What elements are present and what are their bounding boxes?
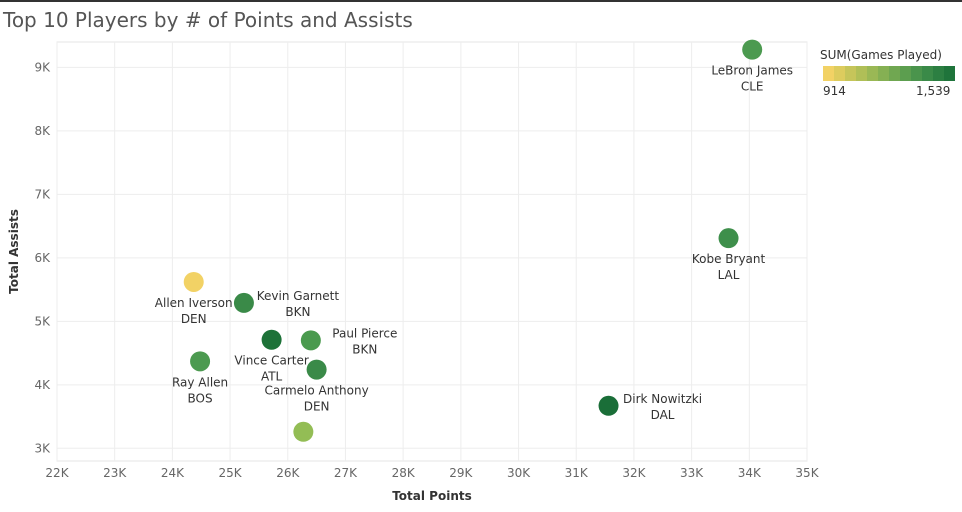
point-labels: LeBron James CLE Kobe Bryant LAL Dirk Nowitz… — [155, 64, 793, 422]
legend-swatch — [823, 66, 834, 81]
x-tick-label: 32K — [622, 466, 646, 480]
point-label-name: Vince Carter — [234, 354, 308, 368]
point-label-name: Kobe Bryant — [692, 252, 766, 266]
chart-title: Top 10 Players by # of Points and Assist… — [3, 8, 413, 32]
x-tick-label: 25K — [219, 466, 243, 480]
point-label-name: Kevin Garnett — [257, 289, 340, 303]
point-label-name: LeBron James — [711, 64, 793, 78]
point-label-name: Allen Iverson — [155, 296, 233, 310]
point-label-team: DAL — [651, 408, 675, 422]
point-label-team: BOS — [188, 391, 213, 405]
y-tick-label: 4K — [34, 378, 51, 392]
data-point[interactable] — [233, 292, 254, 313]
legend-title: SUM(Games Played) — [820, 48, 942, 62]
legend-swatch — [900, 66, 911, 81]
y-axis-ticks: 3K 4K 5K 6K 7K 8K 9K — [34, 60, 51, 455]
y-tick-label: 5K — [34, 314, 51, 328]
data-point[interactable] — [718, 228, 739, 249]
legend-swatch — [856, 66, 867, 81]
legend-swatch — [911, 66, 922, 81]
point-label-team: DEN — [181, 312, 207, 326]
point-label-name: Ray Allen — [172, 375, 228, 389]
x-tick-label: 31K — [565, 466, 589, 480]
y-tick-label: 6K — [34, 251, 51, 265]
point-label-team: LAL — [718, 268, 740, 282]
y-tick-label: 7K — [34, 187, 51, 201]
point-label-team: BKN — [352, 342, 377, 356]
point-label-name: Paul Pierce — [332, 326, 397, 340]
data-point[interactable] — [190, 351, 211, 372]
legend-min-label: 914 — [823, 84, 846, 98]
x-tick-label: 22K — [45, 466, 69, 480]
legend-swatch — [845, 66, 856, 81]
legend-swatch — [922, 66, 933, 81]
x-axis-title: Total Points — [392, 489, 472, 503]
x-tick-label: 29K — [449, 466, 473, 480]
legend-swatch — [867, 66, 878, 81]
y-axis-title: Total Assists — [7, 209, 21, 294]
gridlines — [56, 41, 808, 462]
x-tick-label: 24K — [161, 466, 185, 480]
x-tick-label: 30K — [507, 466, 531, 480]
point-label-team: BKN — [285, 305, 310, 319]
x-axis-ticks: 22K 23K 24K 25K 26K 27K 28K 29K 30K 31K 32K 33K 34K 3… — [45, 466, 819, 480]
legend-color-scale — [823, 66, 955, 81]
legend-swatch — [834, 66, 845, 81]
legend-swatch — [944, 66, 955, 81]
data-point[interactable] — [300, 330, 321, 351]
x-tick-label: 33K — [680, 466, 704, 480]
point-label-name: Carmelo Anthony — [265, 384, 369, 398]
point-label-team: CLE — [741, 80, 764, 94]
x-tick-label: 26K — [276, 466, 300, 480]
x-tick-label: 23K — [103, 466, 127, 480]
x-tick-label: 27K — [334, 466, 358, 480]
data-point[interactable] — [306, 359, 327, 380]
y-tick-label: 3K — [34, 441, 51, 455]
y-tick-label: 9K — [34, 60, 51, 74]
data-point[interactable] — [183, 271, 204, 292]
x-tick-label: 28K — [392, 466, 416, 480]
point-label-name: Dirk Nowitzki — [623, 392, 702, 406]
x-tick-label: 34K — [738, 466, 762, 480]
data-point[interactable] — [293, 421, 314, 442]
point-label-team: DEN — [304, 400, 330, 414]
data-points — [183, 39, 763, 442]
y-tick-label: 8K — [34, 124, 51, 138]
data-point[interactable] — [598, 395, 619, 416]
legend-max-label: 1,539 — [916, 84, 951, 98]
x-tick-label: 35K — [795, 466, 819, 480]
data-point[interactable] — [261, 329, 282, 350]
data-point[interactable] — [742, 39, 763, 60]
legend-swatch — [878, 66, 889, 81]
legend-swatch — [889, 66, 900, 81]
legend-swatch — [933, 66, 944, 81]
top-border — [0, 0, 962, 2]
point-label-team: ATL — [261, 370, 283, 384]
